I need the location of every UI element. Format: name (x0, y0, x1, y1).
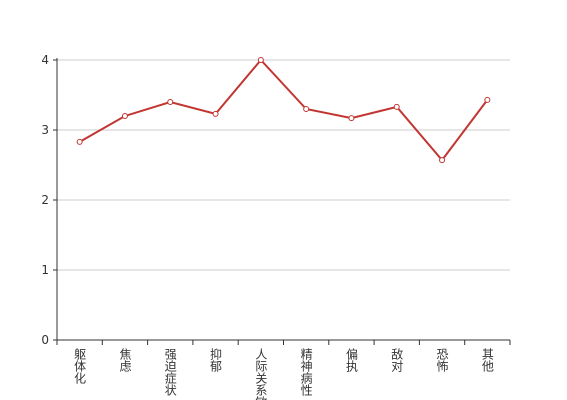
point (393, 103, 400, 110)
point (167, 99, 174, 105)
point (76, 138, 83, 145)
x-tick-label: 强迫症状 (163, 348, 177, 396)
x-tick-label: 焦虑 (118, 348, 132, 372)
y-tick-label: 0 (41, 333, 49, 347)
point (257, 57, 264, 63)
point (484, 96, 491, 103)
x-tick-label: 抑郁 (209, 347, 223, 373)
x-tick-label: 敌对 (390, 347, 404, 372)
y-tick-label: 1 (41, 263, 49, 277)
point (348, 115, 355, 122)
x-tick-label: 人际关系敏感 (254, 348, 268, 400)
x-tick-label: 精神病性 (299, 348, 313, 397)
y-tick-label: 2 (41, 193, 49, 207)
point (439, 157, 446, 164)
point (212, 110, 219, 117)
line (79, 58, 489, 162)
y-tick-label: 3 (41, 123, 49, 137)
x-tick-label: 其他 (480, 348, 494, 372)
point (121, 113, 128, 119)
point (303, 106, 310, 112)
x-tick-label: 恐怖 (435, 348, 449, 372)
x-tick-label: 躯体化 (73, 347, 87, 385)
y-tick-label: 4 (41, 53, 49, 67)
x-tick-label: 偏执 (344, 347, 358, 373)
